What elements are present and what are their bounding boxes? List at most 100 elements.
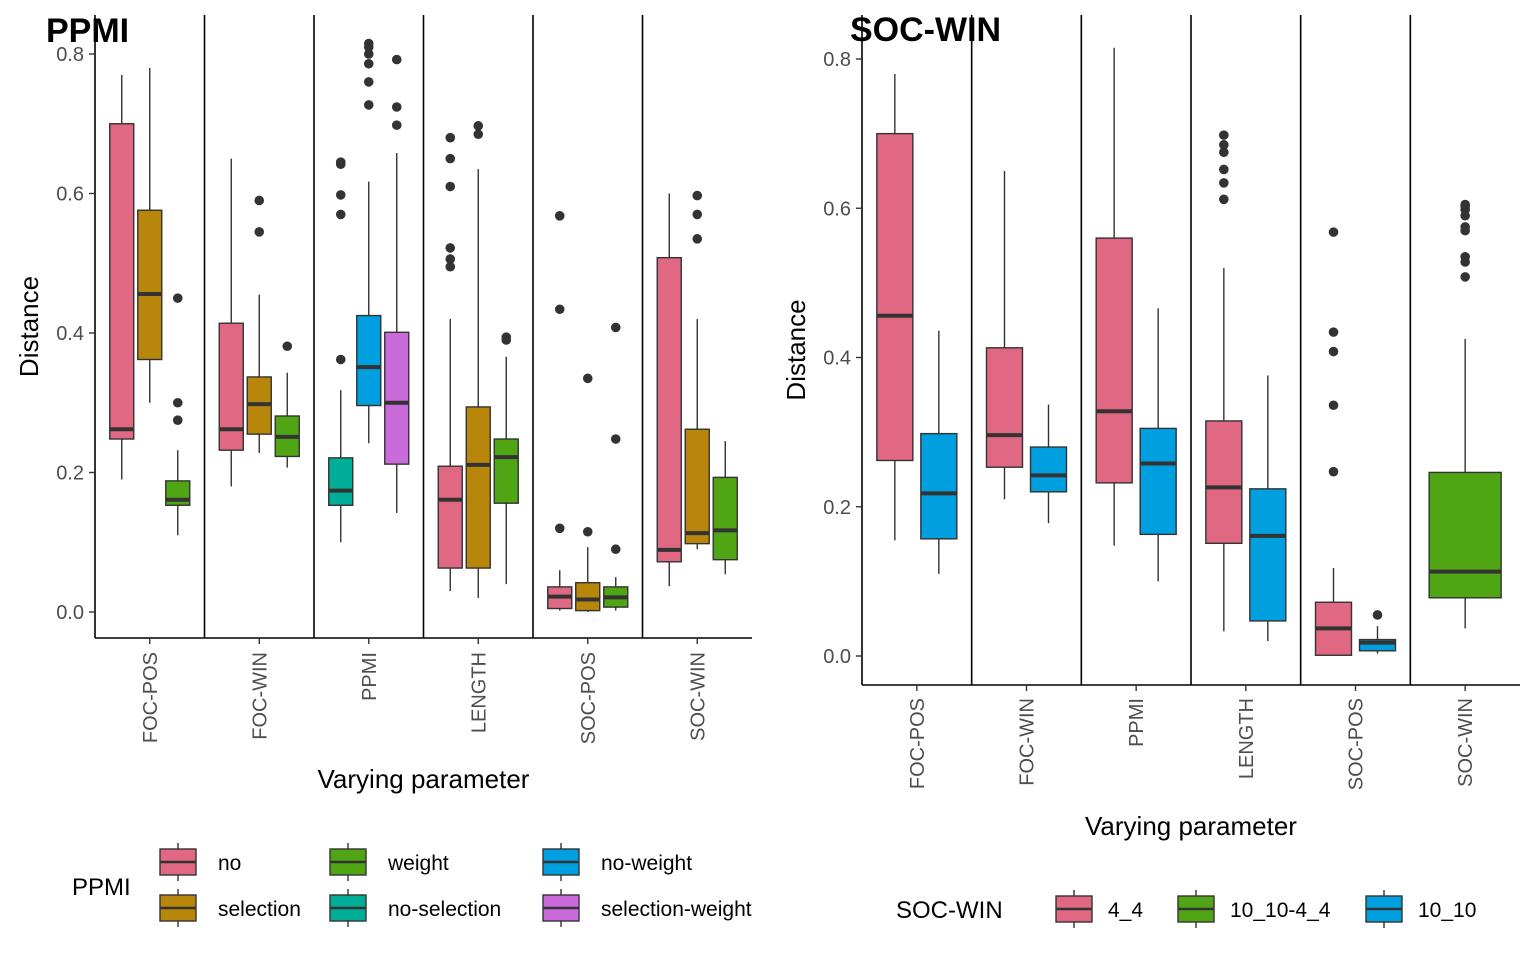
outlier-point [445, 153, 456, 164]
x-tick-label: LENGTH [468, 652, 490, 733]
outlier-point [254, 195, 265, 206]
legend-label: no-selection [388, 898, 501, 921]
outlier-point [1460, 222, 1470, 232]
outlier-point [363, 58, 374, 69]
x-tick-label: PPMI [359, 652, 381, 701]
legend-title: SOC-WIN [896, 897, 1003, 924]
legend-key [159, 843, 197, 881]
box-FOC-POS-no [109, 74, 135, 480]
box-iqr [920, 432, 958, 540]
box-LENGTH-selection [465, 121, 491, 599]
box-iqr [1095, 237, 1133, 484]
outlier-point [554, 304, 565, 315]
box-iqr [465, 406, 491, 569]
box-LENGTH-no [437, 132, 463, 592]
y-tick-label: 0.8 [823, 49, 851, 71]
outlier-point [582, 373, 593, 384]
outlier-point [1328, 327, 1339, 337]
box-PPMI-no-selection [328, 157, 354, 543]
legend-key [542, 843, 580, 881]
box-iqr [575, 582, 601, 612]
y-tick-label: 0.0 [823, 646, 851, 668]
box-LENGTH-10_10 [1249, 375, 1287, 642]
box-iqr [712, 476, 738, 561]
box-FOC-WIN-4_4 [985, 170, 1024, 500]
outlier-point [692, 209, 703, 220]
outlier-point [335, 209, 346, 220]
box-iqr [384, 331, 410, 465]
outlier-point [1328, 227, 1339, 237]
outlier-point [473, 129, 484, 140]
outlier-point [501, 332, 512, 342]
box-FOC-WIN-10_10 [1029, 404, 1068, 524]
legend-key [159, 889, 197, 927]
x-tick-label: SOC-POS [1346, 698, 1368, 790]
box-FOC-POS-weight [165, 293, 191, 536]
box-iqr [1428, 471, 1502, 599]
outlier-point [1219, 178, 1229, 188]
chart-panel-0: 0.0 0.2 0.4 0.6 0.8 FOC-POS FOC-WIN PPMI LENGTH S… [14, 12, 752, 927]
box-SOC-POS-4_4 [1314, 227, 1353, 656]
x-tick-label: FOC-POS [907, 698, 929, 789]
y-axis-title: Distance [14, 276, 44, 377]
box-SOC-POS-no [547, 211, 573, 611]
x-tick-label: FOC-POS [140, 652, 162, 743]
outlier-point [335, 157, 346, 167]
box-iqr [1139, 427, 1177, 536]
box-iqr [684, 428, 710, 545]
legend-key [1365, 890, 1403, 928]
outlier-point [363, 77, 374, 87]
y-tick-label: 0.6 [823, 198, 851, 220]
y-tick-label: 0.4 [56, 323, 84, 345]
x-tick-label: FOC-WIN [1017, 698, 1039, 786]
box-iqr [328, 457, 354, 506]
outlier-point [1328, 466, 1339, 477]
y-tick-label: 0.8 [56, 44, 84, 66]
box-PPMI-selection-weight [384, 54, 410, 513]
outlier-point [554, 211, 565, 221]
legend-label: weight [387, 852, 449, 875]
outlier-point [445, 243, 456, 253]
box-LENGTH-weight [493, 332, 519, 585]
outlier-point [610, 322, 621, 333]
y-tick-label: 0.0 [56, 602, 84, 624]
box-iqr [1029, 446, 1068, 493]
outlier-point [172, 397, 183, 408]
outlier-point [1219, 164, 1229, 175]
box-FOC-POS-4_4 [876, 73, 914, 541]
outlier-point [391, 54, 402, 65]
outlier-point [363, 38, 374, 49]
outlier-point [610, 544, 621, 555]
outlier-point [445, 254, 456, 264]
legend-label: 4_4 [1108, 899, 1143, 922]
outlier-point [172, 415, 183, 425]
legend-label: selection [218, 898, 301, 921]
box-FOC-POS-selection [137, 67, 163, 403]
box-LENGTH-4_4 [1205, 130, 1243, 632]
legend-label: 10_10-4_4 [1230, 899, 1331, 922]
y-tick-label: 0.2 [56, 463, 84, 485]
box-PPMI-no-weight [356, 38, 382, 444]
legend-key [329, 889, 367, 927]
box-FOC-WIN-weight [274, 341, 300, 468]
x-tick-label: SOC-WIN [687, 652, 709, 741]
legend-label: 10_10 [1418, 899, 1476, 922]
legend-label: selection-weight [601, 898, 752, 921]
box-SOC-WIN-weight [712, 441, 738, 575]
outlier-point [1372, 610, 1383, 620]
y-tick-label: 0.2 [823, 497, 851, 519]
legend-key [1055, 890, 1093, 928]
box-SOC-WIN-10_10-4_4 [1428, 199, 1502, 629]
box-iqr [876, 132, 914, 462]
outlier-point [1219, 130, 1229, 140]
box-FOC-WIN-no [218, 158, 244, 487]
box-SOC-POS-weight [603, 322, 629, 611]
y-axis-title: Distance [781, 299, 811, 400]
outlier-point [1328, 346, 1339, 357]
outlier-point [1460, 199, 1470, 210]
box-iqr [356, 314, 382, 407]
legend: PPMI no selection weight no-selection no-weig… [72, 843, 752, 927]
outlier-point [1219, 140, 1229, 150]
x-tick-label: PPMI [1126, 698, 1148, 747]
